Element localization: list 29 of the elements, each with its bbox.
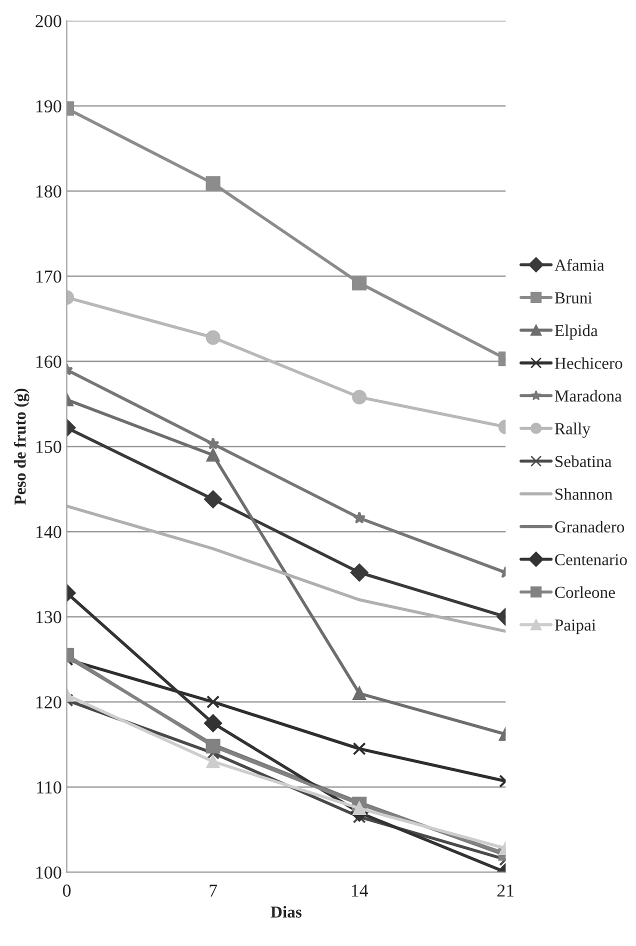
y-tick-label: 120: [36, 696, 62, 708]
legend-label: Paipai: [554, 619, 596, 634]
legend-label: Sebatina: [556, 455, 612, 468]
y-tick-label: 170: [36, 270, 62, 283]
legend-label: Corleone: [555, 586, 615, 598]
legend-label: Afamia: [554, 258, 604, 271]
y-tick-label: 160: [36, 356, 62, 368]
y-tick-label: 140: [36, 526, 62, 538]
y-tick-label: 100: [36, 866, 62, 879]
x-tick-label: 21: [497, 884, 514, 897]
legend-label: Rally: [554, 422, 590, 438]
legend-label: Centenario: [555, 554, 627, 566]
x-tick-label: 7: [210, 884, 218, 897]
x-tick-label: 0: [62, 884, 71, 897]
x-axis-title: Dias: [270, 906, 302, 918]
legend-label: Bruni: [554, 292, 592, 304]
legend-label: Maradona: [554, 390, 622, 402]
y-tick-label: 110: [37, 781, 62, 794]
legend-label: Shannon: [556, 488, 612, 500]
x-tick-label: 14: [352, 884, 368, 897]
legend-label: Granadero: [555, 520, 624, 533]
y-tick-label: 130: [36, 611, 62, 624]
y-axis-title: Peso de fruto (g): [14, 388, 30, 505]
y-tick-label: 190: [36, 100, 62, 112]
legend-label: Elpida: [554, 324, 598, 340]
legend-label: Hechicero: [554, 357, 622, 369]
y-tick-label: 200: [36, 15, 62, 28]
y-tick-label: 180: [36, 185, 62, 198]
y-tick-label: 150: [36, 440, 62, 453]
